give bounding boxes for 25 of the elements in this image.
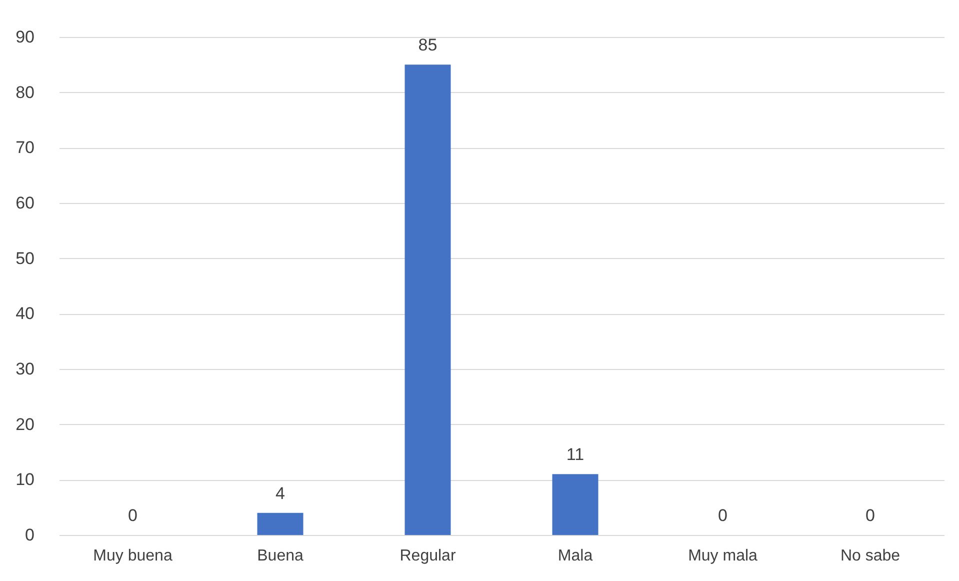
y-tick-label: 0 xyxy=(25,526,34,544)
y-tick-label: 20 xyxy=(16,414,34,434)
data-label: 11 xyxy=(566,445,584,464)
y-tick-label: 40 xyxy=(16,304,34,324)
y-tick-label: 70 xyxy=(16,138,34,158)
y-tick-label: 60 xyxy=(16,194,34,212)
x-tick-label: Muy buena xyxy=(93,548,172,564)
bar xyxy=(404,64,451,535)
y-tick-label: 90 xyxy=(16,28,34,46)
bar xyxy=(552,474,598,535)
data-label: 85 xyxy=(418,36,438,55)
x-tick-label: Mala xyxy=(558,548,593,564)
x-tick-label: Muy mala xyxy=(688,548,758,564)
data-label: 0 xyxy=(128,506,138,525)
x-tick-label: Regular xyxy=(400,548,456,564)
x-tick-label: No sabe xyxy=(840,548,900,564)
y-tick-label: 80 xyxy=(16,82,34,102)
y-tick-label: 30 xyxy=(16,360,34,378)
data-label: 0 xyxy=(718,506,728,525)
data-label: 0 xyxy=(866,506,875,525)
x-tick-label: Buena xyxy=(257,548,304,564)
y-tick-label: 10 xyxy=(16,470,34,490)
data-label: 4 xyxy=(276,484,285,503)
y-tick-label: 50 xyxy=(16,248,34,268)
bar xyxy=(257,512,304,535)
